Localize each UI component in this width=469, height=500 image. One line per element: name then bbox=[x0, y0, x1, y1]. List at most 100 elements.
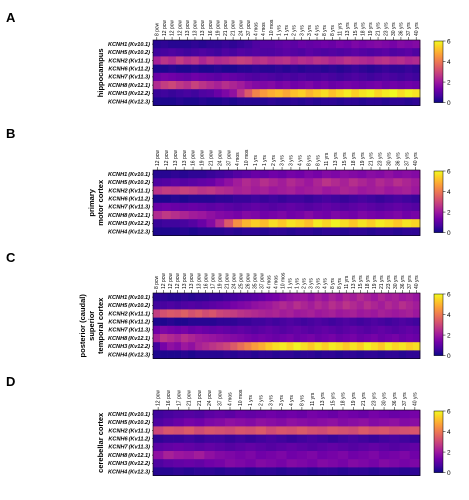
heatmap-cell bbox=[389, 426, 400, 435]
gene-name: KCNH2 bbox=[108, 188, 128, 194]
col-label: 15 yrs bbox=[330, 392, 336, 406]
heatmap-cell bbox=[175, 89, 184, 98]
heatmap-cell bbox=[163, 410, 174, 419]
heatmap-cell bbox=[375, 186, 385, 195]
channel-name: (Kv10.1) bbox=[128, 172, 150, 178]
heatmap-cell bbox=[153, 72, 161, 82]
heatmap-cell bbox=[191, 97, 200, 106]
heatmap-cell bbox=[391, 325, 400, 335]
heatmap-cell bbox=[153, 293, 161, 302]
heatmap-cell bbox=[160, 309, 168, 318]
heatmap-cell bbox=[252, 72, 261, 82]
heatmap-cell bbox=[175, 81, 184, 90]
heatmap-cell bbox=[375, 202, 385, 212]
heatmap-cell bbox=[342, 317, 351, 327]
heatmap-cell bbox=[215, 211, 225, 220]
heatmap-cell bbox=[358, 426, 369, 435]
heatmap-cell bbox=[197, 227, 207, 236]
heatmap-cell bbox=[191, 64, 200, 74]
col-label: 19 pcw bbox=[217, 273, 223, 289]
heatmap-cell bbox=[160, 342, 168, 351]
heatmap-cell bbox=[191, 89, 200, 98]
heatmap-cell bbox=[167, 325, 175, 335]
channel-name: (Kv12.1) bbox=[128, 453, 150, 459]
col-label: 13 pcw bbox=[185, 20, 191, 36]
col-label: 40 yrs bbox=[412, 392, 418, 406]
heatmap-cell bbox=[170, 194, 181, 204]
heatmap-cell bbox=[317, 467, 328, 476]
heatmap-cell bbox=[399, 451, 411, 460]
heatmap-cell bbox=[327, 467, 339, 476]
heatmap-cell bbox=[167, 334, 175, 343]
col-label: 18 yrs bbox=[365, 275, 371, 289]
heatmap-cell bbox=[307, 293, 315, 302]
col-label: 23 yrs bbox=[378, 152, 384, 166]
heatmap-cell bbox=[366, 227, 376, 236]
heatmap-cell bbox=[181, 317, 189, 327]
heatmap-cell bbox=[384, 301, 393, 310]
gene-name: KCNH7 bbox=[108, 75, 128, 81]
heatmap-cell bbox=[230, 342, 238, 351]
heatmap-cell bbox=[358, 442, 369, 452]
heatmap-cell bbox=[399, 459, 411, 468]
col-label: 3 yrs bbox=[289, 155, 295, 166]
heatmap-cell bbox=[322, 227, 332, 236]
heatmap-cell bbox=[206, 202, 216, 212]
heatmap-cell bbox=[342, 342, 351, 351]
heatmap-cell bbox=[237, 350, 245, 359]
col-label: 24 pcw bbox=[238, 20, 244, 36]
col-label: 21 pcw bbox=[231, 20, 237, 36]
heatmap-cell bbox=[224, 186, 234, 195]
col-label: 4 mos bbox=[261, 22, 267, 36]
heatmap-cell bbox=[412, 97, 421, 106]
heatmap-cell bbox=[348, 194, 359, 204]
heatmap-cell bbox=[204, 426, 215, 435]
heatmap-cell bbox=[313, 211, 323, 220]
channel-name: (Kv12.2) bbox=[128, 461, 150, 467]
heatmap-cell bbox=[399, 442, 411, 452]
heatmap-cell bbox=[258, 293, 266, 302]
heatmap-cell bbox=[314, 309, 322, 318]
row-label: KCNH1(Kv10.1) bbox=[108, 412, 150, 418]
heatmap-cell bbox=[195, 342, 203, 351]
row-label: KCNH6(Kv11.2) bbox=[108, 197, 150, 203]
channel-name: (Kv10.2) bbox=[128, 180, 150, 186]
heatmap-cell bbox=[160, 40, 169, 49]
heatmap-cell bbox=[377, 325, 386, 335]
heatmap-cell bbox=[251, 293, 259, 302]
heatmap-cell bbox=[339, 211, 350, 220]
heatmap-cell bbox=[399, 467, 411, 476]
heatmap-cell bbox=[313, 48, 322, 57]
heatmap-cell bbox=[391, 293, 400, 302]
heatmap-cell bbox=[351, 40, 360, 49]
heatmap-cell bbox=[265, 325, 273, 335]
heatmap-cell bbox=[282, 72, 291, 82]
heatmap-cell bbox=[349, 334, 358, 343]
heatmap-cell bbox=[348, 426, 359, 435]
heatmap-cell bbox=[405, 293, 414, 302]
heatmap-cell bbox=[296, 442, 308, 452]
heatmap-cell bbox=[339, 186, 350, 195]
heatmap-cell bbox=[242, 211, 252, 220]
heatmap-cell bbox=[224, 459, 236, 468]
heatmap-cell bbox=[259, 170, 270, 179]
heatmap-cell bbox=[348, 442, 359, 452]
heatmap-cell bbox=[214, 81, 223, 90]
heatmap-cell bbox=[313, 40, 322, 49]
heatmap-cell bbox=[321, 301, 330, 310]
heatmap-cell bbox=[307, 325, 315, 335]
channel-name: (Kv10.2) bbox=[128, 50, 150, 56]
heatmap-cell bbox=[351, 48, 360, 57]
heatmap-cell bbox=[313, 227, 323, 236]
heatmap-cell bbox=[173, 459, 185, 468]
heatmap-cell bbox=[411, 170, 421, 179]
heatmap-cell bbox=[358, 48, 367, 57]
heatmap-cell bbox=[411, 194, 421, 204]
heatmap-cell bbox=[343, 40, 352, 49]
heatmap-cell bbox=[402, 170, 412, 179]
heatmap-cell bbox=[179, 202, 189, 212]
heatmap-cell bbox=[175, 97, 184, 106]
heatmap-cell bbox=[259, 89, 268, 98]
heatmap-cell bbox=[322, 170, 332, 179]
